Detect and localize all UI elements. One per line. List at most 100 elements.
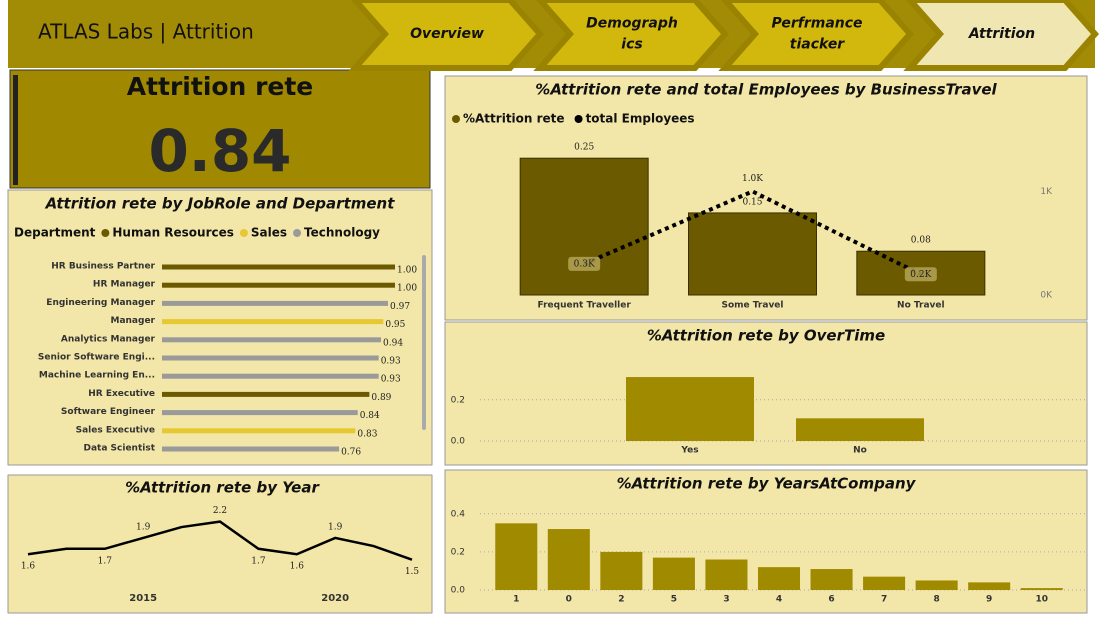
bar — [968, 582, 1011, 590]
data-label: 0.83 — [357, 429, 377, 439]
y-tick-label: Data Scientist — [83, 444, 155, 454]
bar — [162, 282, 395, 288]
x-tick-label: Frequent Traveller — [538, 301, 632, 311]
y-tick-label: 0.4 — [451, 509, 466, 519]
bar — [162, 373, 379, 379]
data-label: 0.15 — [742, 197, 762, 207]
data-label: 1.9 — [136, 522, 151, 532]
legend-swatch — [293, 229, 302, 237]
nav-chevron[interactable] — [533, 0, 730, 71]
data-label: 1.6 — [290, 562, 305, 572]
bar — [652, 557, 695, 590]
data-label: 1.00 — [397, 284, 417, 294]
bar — [162, 355, 379, 361]
x-tick-label: 7 — [881, 595, 887, 605]
bar — [1020, 588, 1063, 590]
panel — [7, 189, 433, 466]
bar — [519, 157, 649, 296]
x-tick-label: No Travel — [897, 301, 945, 311]
data-label: 0.97 — [390, 302, 410, 312]
data-label: 1.7 — [251, 556, 266, 566]
kpi-title: Attrition rete — [127, 72, 314, 101]
y-tick-label: 0.0 — [451, 586, 466, 596]
bar — [600, 551, 643, 590]
bar — [915, 580, 958, 590]
y-tick-label: 0.0 — [451, 437, 466, 447]
nav-label[interactable]: Demograph — [586, 16, 678, 32]
y-tick-label: HR Executive — [88, 389, 155, 399]
data-label: 1.6 — [21, 562, 36, 572]
chart-title: Attrition rete by JobRole and Department — [45, 195, 396, 213]
y-tick-label: Sales Executive — [76, 425, 155, 435]
y-tick-label: HR Business Partner — [51, 262, 155, 272]
bar — [547, 529, 590, 590]
bar — [688, 212, 817, 296]
nav-chevron[interactable] — [718, 0, 915, 71]
legend-label: total Employees — [586, 112, 695, 126]
y-tick-label: Senior Software Engi... — [38, 353, 155, 363]
data-label: 1.00 — [397, 266, 417, 276]
x-tick-label: No — [853, 446, 867, 456]
data-label: 1.7 — [98, 556, 113, 566]
nav-label[interactable]: ics — [621, 37, 642, 53]
y-tick-label: 0.2 — [451, 547, 465, 557]
data-label: 0.08 — [911, 236, 931, 246]
data-label: 1.9 — [328, 522, 343, 532]
nav-label[interactable]: Attrition — [968, 26, 1035, 42]
y2-tick-label: 1K — [1040, 187, 1053, 197]
bar — [495, 523, 538, 590]
y-tick-label: Software Engineer — [61, 407, 156, 417]
y2-tick-label: 0K — [1040, 291, 1053, 301]
data-label-box — [568, 256, 601, 271]
nav-label[interactable]: Perfrmance — [771, 16, 862, 32]
x-tick-label: 6 — [828, 595, 834, 605]
kpi-accent — [13, 75, 18, 185]
data-label: 0.76 — [341, 448, 361, 458]
legend-swatch — [574, 115, 583, 123]
bar — [810, 569, 853, 590]
x-tick-label: 8 — [934, 595, 940, 605]
data-label: 0.94 — [383, 338, 403, 348]
data-label: 0.84 — [360, 411, 380, 421]
bar — [757, 567, 801, 590]
bar — [863, 576, 906, 590]
data-label: 0.93 — [381, 375, 401, 385]
legend-label: Sales — [251, 226, 287, 240]
x-tick-label: 2015 — [129, 593, 157, 604]
x-tick-label: Yes — [680, 446, 698, 456]
bar — [162, 410, 358, 416]
bar — [162, 428, 356, 434]
x-tick-label: 5 — [671, 595, 677, 605]
nav-label[interactable]: Overview — [410, 26, 484, 42]
kpi-value: 0.84 — [148, 117, 291, 185]
line — [27, 520, 413, 561]
x-tick-label: 9 — [986, 595, 992, 605]
y-tick-label: Manager — [111, 316, 156, 326]
bar — [796, 418, 924, 441]
bar — [162, 319, 384, 325]
data-label: 0.2K — [910, 270, 931, 280]
y-tick-label: Machine Learning En... — [39, 371, 155, 381]
x-tick-label: 2020 — [321, 593, 349, 604]
legend-swatch — [101, 229, 110, 237]
bar — [162, 391, 370, 397]
legend-swatch — [239, 229, 248, 237]
data-label: 0.93 — [381, 357, 401, 367]
x-tick-label: Some Travel — [722, 301, 784, 311]
data-label-box — [904, 267, 937, 282]
y-tick-label: Analytics Manager — [61, 334, 156, 344]
x-tick-label: 0 — [566, 595, 572, 605]
nav-label[interactable]: tiacker — [790, 37, 846, 53]
legend-title: Department — [14, 226, 96, 240]
data-label: 0.25 — [574, 143, 594, 153]
y-tick-label: Engineering Manager — [46, 298, 155, 308]
nav-chevron[interactable] — [903, 0, 1100, 71]
y-tick-label: 0.2 — [451, 395, 465, 405]
legend-label: Human Resources — [112, 226, 234, 240]
chart-title: %Attrition rete and total Employees by B… — [535, 81, 997, 99]
bar — [162, 300, 389, 306]
scrollbar[interactable] — [422, 255, 426, 430]
chart-title: %Attrition rete by OverTime — [647, 327, 885, 345]
nav-chevron[interactable] — [348, 0, 545, 71]
